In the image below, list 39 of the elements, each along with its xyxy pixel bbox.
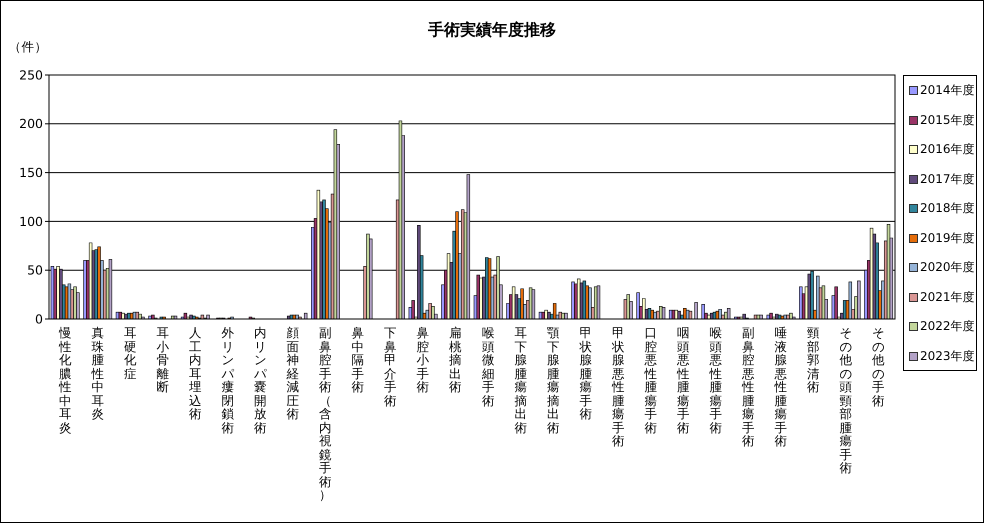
y-tick-label: 200	[19, 116, 44, 132]
y-tick-label: 50	[27, 262, 44, 278]
x-tick-label: 顎下腺腫瘍摘出術	[546, 325, 560, 434]
legend-label: 2016年度	[920, 141, 975, 158]
x-tick-label: 咽頭悪性腫瘍手術	[676, 325, 690, 434]
x-tick-label: 扁桃摘出術	[448, 325, 463, 394]
x-tick-label: 口腔悪性腫瘍手術	[644, 325, 658, 434]
x-tick-label: 外リンパ瘻閉鎖術	[220, 325, 235, 434]
y-tick-label: 250	[19, 67, 44, 82]
legend-label: 2017年度	[920, 170, 975, 188]
legend-label: 2015年度	[920, 112, 975, 129]
x-tick-label: 耳硬化症	[123, 325, 138, 380]
legend-label: 2022年度	[920, 318, 975, 336]
y-axis-title: （件）	[8, 39, 48, 54]
x-tick-label: 顔面神経減圧術	[286, 325, 300, 421]
y-tick-label: 0	[35, 311, 44, 326]
x-tick-label: 耳下腺腫瘍摘出術	[514, 325, 528, 434]
x-tick-label: 下鼻甲介手術	[384, 325, 398, 408]
x-tick-label: 内リンパ嚢開放術	[254, 325, 268, 434]
legend-label: 2019年度	[920, 230, 975, 247]
x-tick-label: 甲状腺腫瘍手術	[578, 325, 593, 421]
y-tick-label: 150	[19, 165, 44, 180]
x-tick-label: 喉頭悪性腫瘍手術	[709, 325, 724, 434]
x-tick-label: 人工内耳埋込術	[188, 325, 202, 421]
x-tick-label: 鼻中隔手術	[351, 325, 366, 394]
x-tick-label: 慢性化膿性中耳炎	[58, 325, 72, 434]
legend-label: 2021年度	[920, 288, 975, 306]
x-tick-label: その他の手術	[872, 325, 886, 408]
legend-label: 2018年度	[920, 200, 975, 218]
x-tick-label: 鼻腔小手術	[416, 325, 430, 394]
legend-label: 2014年度	[920, 82, 975, 100]
x-tick-label: 頸部郭清術	[806, 325, 821, 394]
x-tick-label: 耳小骨離断	[156, 325, 170, 394]
legend-label: 2023年度	[920, 348, 975, 365]
chart-title: 手術実績年度推移	[428, 20, 556, 39]
x-tick-label: 真珠腫性中耳炎	[90, 325, 105, 421]
y-tick-label: 100	[19, 214, 44, 229]
x-tick-label: 喉頭微細手術	[481, 325, 496, 408]
legend-label: 2020年度	[920, 259, 975, 276]
